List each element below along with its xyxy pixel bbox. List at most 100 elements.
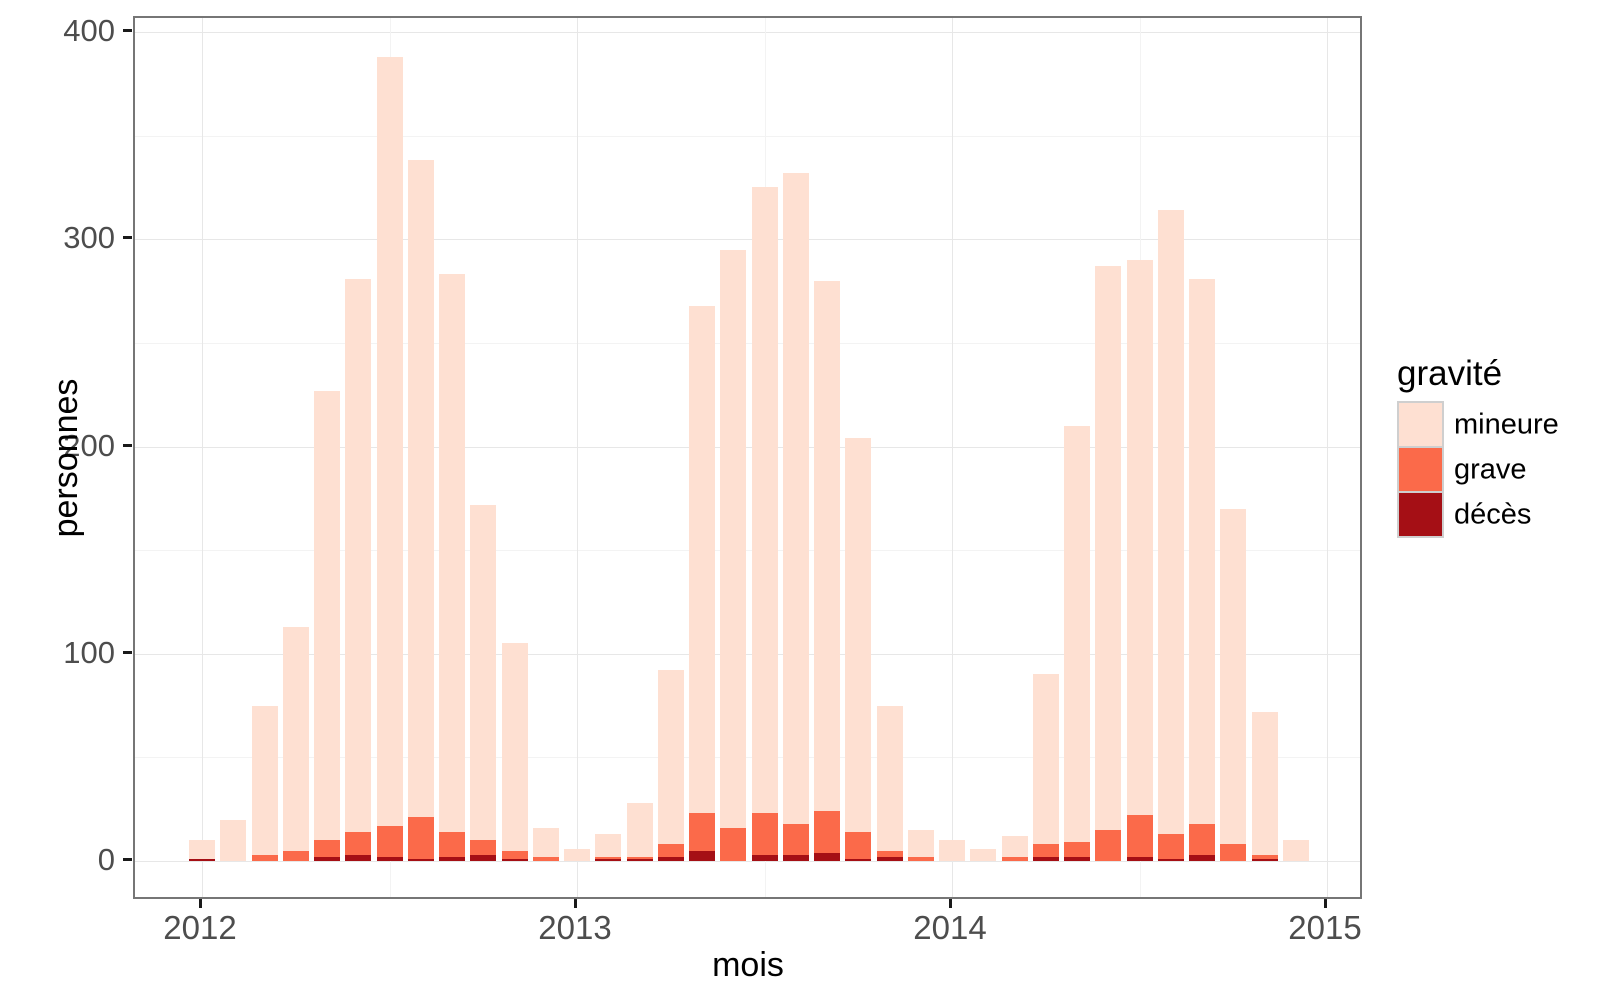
bar-segment-grave	[845, 831, 872, 859]
bar-segment-mineure	[876, 705, 903, 851]
bar-segment-mineure	[1282, 840, 1309, 861]
bar-segment-mineure	[1064, 425, 1090, 843]
bar-segment-deces	[345, 854, 372, 861]
bar-segment-grave	[1064, 842, 1090, 857]
bar-segment-mineure	[407, 160, 434, 818]
bar-segment-deces	[1157, 858, 1184, 861]
bar-segment-grave	[657, 844, 684, 857]
bar-segment-mineure	[470, 504, 497, 841]
bar-segment-grave	[1001, 856, 1028, 861]
bar-segment-deces	[376, 856, 403, 861]
bar-segment-deces	[439, 856, 465, 861]
x-tick-label: 2012	[163, 909, 237, 946]
bar-segment-grave	[689, 813, 715, 851]
gridline-y-minor	[135, 550, 1360, 552]
legend-key-swatch	[1397, 491, 1444, 538]
bar-segment-mineure	[1001, 836, 1028, 857]
bar-segment-mineure	[782, 172, 809, 824]
bar-segment-mineure	[282, 626, 309, 851]
bar-segment-deces	[470, 854, 497, 861]
bar-segment-grave	[1251, 854, 1278, 859]
gridline-y-major	[135, 861, 1360, 862]
y-tick-label: 100	[63, 634, 115, 670]
y-tick-label: 200	[63, 427, 115, 463]
bar-segment-deces	[314, 856, 340, 861]
bar-segment-grave	[720, 827, 747, 861]
gridline-x-major	[202, 18, 203, 897]
bar-segment-mineure	[251, 705, 278, 855]
bar-segment-grave	[1095, 829, 1122, 861]
x-tick-mark	[199, 899, 202, 908]
bar-segment-grave	[595, 856, 622, 859]
bar-segment-grave	[470, 840, 497, 855]
bar-segment-deces	[407, 858, 434, 861]
gridline-x-major	[1327, 18, 1328, 897]
bar-segment-grave	[1220, 844, 1247, 861]
bar-segment-mineure	[1220, 508, 1247, 845]
bar-segment-grave	[907, 856, 934, 861]
bar-segment-mineure	[345, 278, 372, 832]
bar-segment-mineure	[720, 249, 747, 828]
bar-segment-mineure	[657, 670, 684, 845]
legend-key-swatch	[1397, 446, 1444, 493]
bar-segment-mineure	[845, 438, 872, 832]
gridline-x-major	[577, 18, 578, 897]
gridline-x-major	[952, 18, 953, 897]
bar-segment-mineure	[501, 643, 528, 851]
x-tick-label: 2015	[1288, 909, 1362, 946]
y-tick-mark	[123, 443, 132, 447]
bar-segment-mineure	[1032, 674, 1059, 845]
bar-segment-deces	[814, 852, 840, 861]
bar-segment-grave	[314, 840, 340, 857]
gridline-y-major	[135, 239, 1360, 241]
bar-segment-deces	[1251, 858, 1278, 861]
bar-segment-mineure	[814, 280, 840, 812]
bar-segment-mineure	[751, 187, 778, 814]
y-tick-mark	[123, 236, 132, 240]
bar-segment-grave	[1126, 815, 1153, 857]
gridline-y-major	[135, 32, 1360, 33]
bar-segment-grave	[501, 850, 528, 859]
y-axis-title: personnes	[47, 378, 85, 538]
gridline-y-major	[135, 446, 1360, 448]
bar-segment-deces	[751, 854, 778, 861]
bar-segment-deces	[501, 858, 528, 861]
bar-segment-deces	[689, 850, 715, 861]
legend-item-mineure: mineure	[1397, 401, 1577, 448]
legend-item-grave: grave	[1397, 446, 1577, 493]
legend: gravité mineure grave décès	[1397, 356, 1577, 538]
bar-segment-deces	[595, 858, 622, 861]
bar-segment-deces	[1032, 856, 1059, 861]
bar-segment-grave	[407, 817, 434, 859]
legend-item-label: grave	[1454, 453, 1527, 485]
bar-segment-deces	[782, 854, 809, 861]
bar-segment-deces	[876, 856, 903, 861]
bar-segment-mineure	[1157, 210, 1184, 835]
gridline-y-minor	[135, 757, 1360, 759]
bar-segment-mineure	[532, 827, 559, 857]
bar-segment-mineure	[595, 834, 622, 857]
gridline-y-major	[135, 653, 1360, 655]
bar-segment-grave	[345, 831, 372, 855]
bar-segment-grave	[1157, 834, 1184, 859]
y-tick-label: 0	[97, 842, 115, 877]
bar-segment-mineure	[1095, 266, 1122, 830]
bar-segment-grave	[1189, 823, 1215, 855]
bar-segment-grave	[751, 813, 778, 855]
bar-segment-grave	[1032, 844, 1059, 857]
legend-title: gravité	[1397, 354, 1503, 393]
x-tick-label: 2013	[538, 909, 612, 946]
legend-item-deces: décès	[1397, 491, 1577, 538]
legend-item-label: mineure	[1454, 408, 1559, 440]
bar-segment-mineure	[376, 56, 403, 826]
x-axis-title: mois	[712, 946, 784, 984]
bar-segment-grave	[439, 831, 465, 857]
bar-segment-mineure	[1189, 278, 1215, 824]
bar-segment-deces	[626, 858, 653, 861]
bar-segment-deces	[657, 856, 684, 861]
x-tick-mark	[1324, 899, 1327, 908]
bar-segment-deces	[845, 858, 872, 861]
plot-panel	[133, 16, 1362, 899]
bar-segment-deces	[1126, 856, 1153, 861]
